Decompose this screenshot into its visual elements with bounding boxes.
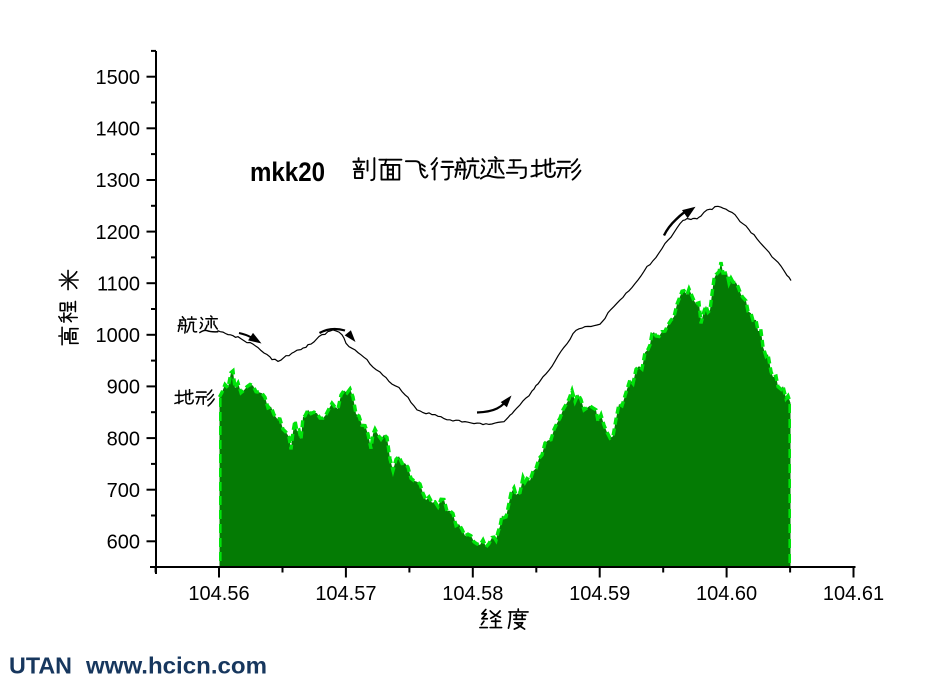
- svg-text:104.58: 104.58: [442, 583, 503, 605]
- svg-text:104.60: 104.60: [696, 583, 757, 605]
- svg-text:UTAN: UTAN: [9, 653, 72, 679]
- svg-text:1100: 1100: [97, 273, 140, 295]
- svg-text:104.56: 104.56: [188, 583, 249, 605]
- svg-text:700: 700: [107, 480, 140, 502]
- svg-text:104.61: 104.61: [823, 583, 884, 605]
- svg-text:1300: 1300: [96, 170, 141, 192]
- svg-text:600: 600: [107, 532, 140, 554]
- svg-text:1200: 1200: [96, 222, 141, 244]
- svg-text:1000: 1000: [96, 325, 141, 347]
- svg-text:mkk20: mkk20: [250, 157, 325, 187]
- svg-text:900: 900: [107, 377, 140, 399]
- svg-text:www.hcicn.com: www.hcicn.com: [85, 653, 267, 679]
- svg-text:1500: 1500: [96, 67, 141, 89]
- svg-text:800: 800: [107, 428, 140, 450]
- svg-text:104.57: 104.57: [315, 583, 376, 605]
- svg-text:1400: 1400: [96, 119, 141, 141]
- svg-text:104.59: 104.59: [569, 583, 630, 605]
